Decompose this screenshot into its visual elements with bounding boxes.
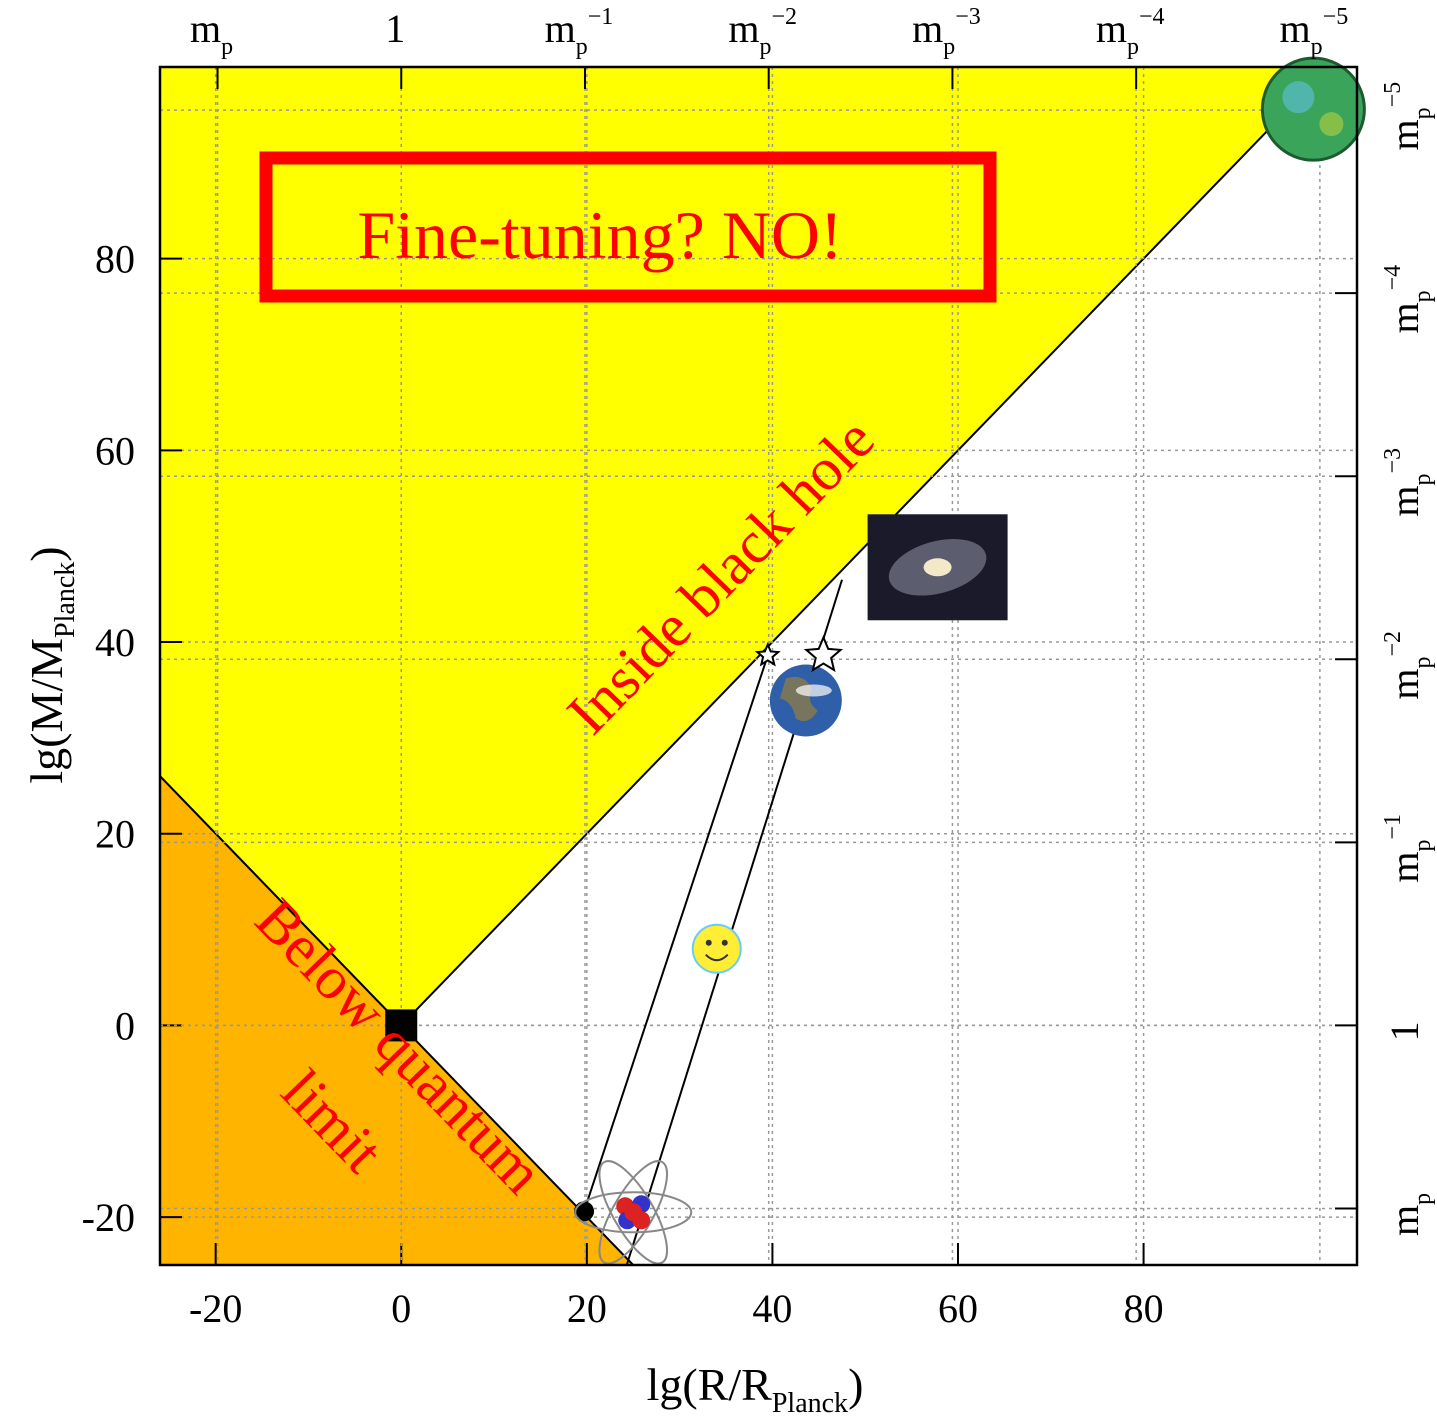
- marker: [1262, 58, 1364, 160]
- x-tick-label: 80: [1124, 1286, 1164, 1331]
- y2-tick-label: mp −4: [1380, 265, 1436, 334]
- x-label-text: lg(R/R: [647, 1359, 773, 1410]
- marker: [693, 925, 741, 973]
- x2-tick-label-base: m: [912, 6, 943, 51]
- atom-nucleon: [624, 1203, 642, 1221]
- x2-tick-label-base: m: [1096, 6, 1127, 51]
- x2-tick-label-sub: p: [1311, 34, 1323, 60]
- y2-tick-label: 1: [1382, 1021, 1427, 1041]
- x-tick-label: 40: [752, 1286, 792, 1331]
- smiley-eye: [722, 940, 728, 946]
- y-label-text: lg(M/M: [21, 638, 72, 784]
- marker: [868, 514, 1008, 620]
- x2-tick-label-sup: −4: [1139, 4, 1165, 30]
- x2-tick-label-sup: −1: [588, 4, 614, 30]
- y-axis-label: lg(M/MPlanck): [21, 546, 81, 783]
- x2-tick-label-base: m: [1280, 6, 1311, 51]
- y2-tick-label-sub: p: [1410, 840, 1436, 852]
- x2-tick-label-base: 1: [385, 6, 405, 51]
- y2-tick-label-base: m: [1382, 302, 1427, 333]
- universe-patch: [1282, 81, 1314, 113]
- y2-tick-label-sup: −1: [1380, 814, 1406, 840]
- annotation: Fine-tuning? NO!: [357, 197, 842, 273]
- x2-tick-label-sup: −5: [1323, 4, 1349, 30]
- y-tick-label: 60: [95, 428, 135, 473]
- y2-tick-label-sub: p: [1410, 107, 1436, 119]
- universe-patch: [1319, 112, 1343, 136]
- y-label-sub: Planck: [50, 562, 81, 638]
- x2-tick-label-sup: −2: [771, 4, 797, 30]
- x2-tick-label: mp: [190, 6, 233, 60]
- x-tick-label: 60: [938, 1286, 978, 1331]
- y2-tick-label-sup: −5: [1380, 82, 1406, 108]
- x2-tick-label-sub: p: [1127, 34, 1139, 60]
- y-tick-label: 20: [95, 812, 135, 857]
- x2-tick-label-base: m: [545, 6, 576, 51]
- galaxy-core: [924, 558, 952, 576]
- y2-tick-label-base: m: [1382, 1205, 1427, 1236]
- y2-tick-label: mp −1: [1380, 814, 1436, 883]
- smiley-face: [693, 925, 741, 973]
- x-tick-label: -20: [189, 1286, 242, 1331]
- x2-tick-label-base: m: [190, 6, 221, 51]
- x2-tick-label: 1: [385, 6, 405, 51]
- x2-tick-label-sub: p: [221, 34, 233, 60]
- universe: [1262, 58, 1364, 160]
- x2-tick-label: mp−3: [912, 4, 981, 60]
- y-label-end: ): [21, 546, 72, 561]
- y2-tick-label-sub: p: [1410, 1193, 1436, 1205]
- y2-tick-label-sup: −2: [1380, 631, 1406, 657]
- x2-tick-label-base: m: [728, 6, 759, 51]
- y2-tick-label-base: m: [1382, 485, 1427, 516]
- x-label-end: ): [848, 1359, 863, 1410]
- y2-tick-label: mp: [1382, 1193, 1436, 1236]
- y2-tick-label-sub: p: [1410, 657, 1436, 669]
- y2-tick-label-sup: −3: [1380, 448, 1406, 474]
- earth-cloud: [796, 685, 832, 697]
- y2-tick-label: mp −5: [1380, 82, 1436, 151]
- y2-tick-label-base: m: [1382, 119, 1427, 150]
- y-tick-label: -20: [82, 1195, 135, 1240]
- x2-tick-label: mp−2: [728, 4, 797, 60]
- smiley-eye: [706, 940, 712, 946]
- marker: [770, 665, 842, 737]
- x2-tick-label: mp−4: [1096, 4, 1165, 60]
- x2-tick-label-sub: p: [576, 34, 588, 60]
- y2-tick-label-base: m: [1382, 852, 1427, 883]
- x2-tick-label: mp−5: [1280, 4, 1349, 60]
- x2-tick-label-sub: p: [943, 34, 955, 60]
- x2-tick-label: mp−1: [545, 4, 614, 60]
- y-tick-label: 0: [115, 1003, 135, 1048]
- chart: Fine-tuning? NO! Inside black hole Below…: [0, 0, 1437, 1421]
- y2-tick-label: mp −2: [1380, 631, 1436, 700]
- y2-tick-label: mp −3: [1380, 448, 1436, 517]
- x-label-sub: Planck: [772, 1388, 848, 1419]
- y2-tick-label-sub: p: [1410, 473, 1436, 485]
- y-tick-label: 40: [95, 620, 135, 665]
- y2-tick-label-sup: −4: [1380, 265, 1406, 291]
- y-tick-label: 80: [95, 237, 135, 282]
- y2-tick-label-base: 1: [1382, 1021, 1427, 1041]
- x2-tick-label-sup: −3: [955, 4, 981, 30]
- y2-tick-label-sub: p: [1410, 290, 1436, 302]
- x-tick-label: 20: [567, 1286, 607, 1331]
- y2-tick-label-base: m: [1382, 669, 1427, 700]
- x-axis-label: lg(R/RPlanck): [647, 1359, 864, 1419]
- x2-tick-label-sub: p: [759, 34, 771, 60]
- x-tick-label: 0: [391, 1286, 411, 1331]
